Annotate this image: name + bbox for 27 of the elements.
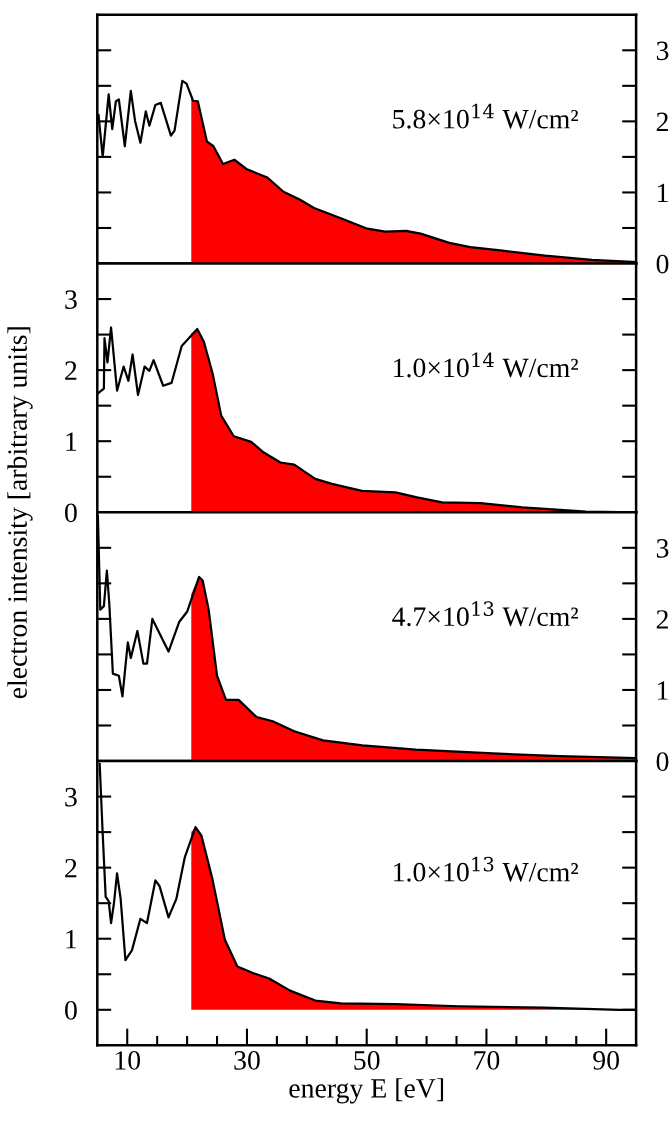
x-tick-label: 70: [474, 1051, 500, 1070]
y-tick-label: 3: [65, 787, 77, 807]
y2-tick-label: 0: [656, 254, 669, 274]
x-tick-label: 10: [115, 1051, 141, 1070]
x-tick-label: 30: [234, 1051, 260, 1070]
y-tick-label: 1: [66, 930, 77, 949]
y2-tick-label: 0: [656, 752, 669, 771]
x-axis-title: energy E [eV]: [289, 1078, 444, 1104]
y-axis-title: electron intensity [arbitrary units]: [7, 327, 33, 699]
y-tick-label: 1: [66, 432, 77, 451]
y2-tick-label: 2: [656, 610, 668, 629]
annotation: 1.0×10$^{14}$ W/cm²: [394, 352, 579, 378]
annotation: 5.8×10$^{14}$ W/cm²: [393, 103, 579, 129]
y-tick-label: 2: [65, 361, 77, 380]
y2-tick-label: 3: [656, 539, 669, 558]
y-tick-label: 2: [65, 858, 77, 878]
y2-tick-label: 2: [656, 112, 668, 131]
x-tick-label: 90: [593, 1051, 619, 1070]
y2-tick-label: 1: [658, 681, 668, 700]
y2-tick-label: 3: [656, 41, 669, 61]
x-tick-label: 50: [354, 1051, 380, 1070]
y-tick-label: 0: [65, 1000, 77, 1020]
y2-tick-label: 1: [658, 183, 668, 203]
y-tick-label: 0: [65, 503, 77, 523]
annotation: 4.7×10$^{13}$ W/cm²: [392, 601, 579, 627]
y-tick-label: 3: [65, 290, 77, 309]
annotation: 1.0×10$^{13}$ W/cm²: [394, 856, 579, 882]
